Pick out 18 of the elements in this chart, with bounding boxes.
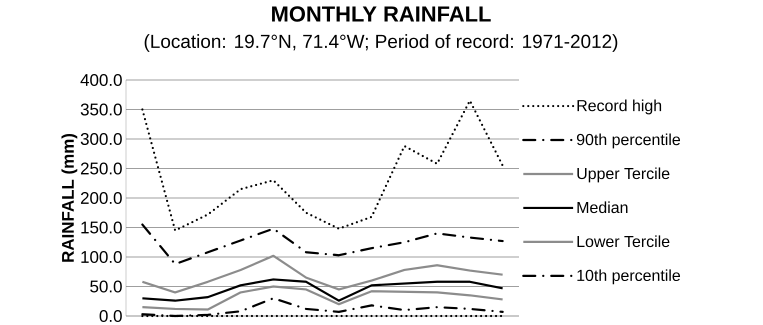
y-tick-label: 350.0: [80, 103, 122, 116]
y-tick-label: 250.0: [80, 162, 122, 174]
chart-subtitle: (Location: 19.7°N, 71.4°W; Period of record: 1971-2012): [144, 34, 618, 52]
y-tick-label: 400.0: [80, 74, 122, 86]
legend-label: Record high: [578, 99, 662, 114]
y-tick-label: 150.0: [81, 221, 122, 234]
y-axis-title: RAINFALL (mm): [61, 134, 78, 262]
y-tick-label: 0.0: [100, 310, 122, 322]
legend-label: 90th percentile: [576, 133, 680, 148]
y-tick-label: 200.0: [80, 192, 122, 204]
y-tick-label: 100.0: [81, 250, 122, 263]
legend-label: Upper Tercile: [577, 167, 670, 182]
legend-label: 10th percentile: [577, 269, 680, 284]
chart-title: MONTHLY RAINFALL: [272, 6, 491, 22]
y-tick-label: 300.0: [80, 132, 122, 145]
legend-label: Median: [578, 201, 628, 213]
y-tick-label: 50.0: [90, 280, 122, 292]
legend-label: Lower Tercile: [578, 235, 670, 247]
